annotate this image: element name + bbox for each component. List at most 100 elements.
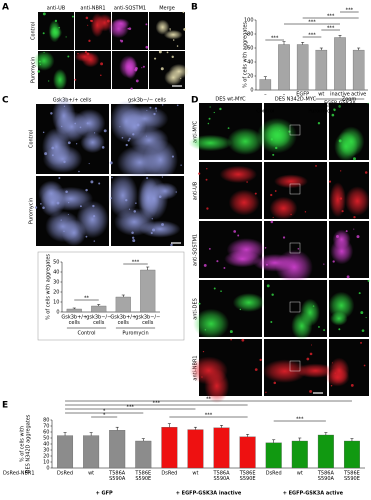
y-axis-label: % of cells with aggregates — [243, 22, 249, 88]
speck — [176, 104, 179, 107]
y-tick-label: 30 — [53, 280, 59, 286]
x-tick-label: cells — [69, 320, 81, 326]
y-tick-label: 20 — [247, 74, 253, 80]
speck — [341, 210, 344, 213]
x-tick-label: EGFP — [296, 92, 309, 98]
speck — [128, 208, 131, 210]
speck — [109, 161, 113, 165]
speck — [340, 170, 342, 172]
speck — [61, 125, 63, 128]
row-label: anti-MYC — [193, 121, 199, 143]
group-label: Puromycin — [308, 109, 334, 115]
cell — [262, 359, 307, 383]
speck — [88, 163, 90, 165]
x-tick-label: cells — [93, 320, 105, 326]
bar — [317, 434, 334, 469]
speck — [37, 70, 41, 73]
bar — [213, 427, 230, 469]
bar — [135, 440, 152, 469]
bar — [115, 296, 131, 313]
y-tick-label: 60 — [43, 430, 49, 436]
speck — [265, 391, 267, 394]
speck — [360, 311, 364, 315]
speck — [146, 135, 148, 137]
x-tick-label: S590A — [213, 476, 230, 482]
cell — [330, 311, 348, 326]
speck — [312, 305, 315, 307]
cell — [269, 196, 298, 220]
speck — [254, 192, 257, 195]
significance-label: *** — [127, 405, 135, 411]
cell — [228, 189, 260, 216]
speck — [161, 104, 164, 106]
speck — [154, 107, 158, 110]
speck — [170, 243, 173, 247]
cell — [108, 19, 129, 39]
speck — [203, 263, 207, 267]
speck — [318, 326, 320, 328]
speck — [239, 308, 242, 311]
speck — [71, 15, 74, 18]
speck — [315, 164, 317, 167]
y-tick-label: 10 — [43, 460, 49, 466]
speck — [331, 362, 333, 364]
column-header: Gsk3b+/+ cells — [53, 98, 92, 104]
speck — [264, 247, 267, 249]
speck — [146, 176, 149, 180]
cell — [164, 69, 183, 86]
speck — [77, 52, 79, 55]
speck — [265, 263, 268, 266]
speck — [180, 164, 182, 166]
bar — [343, 440, 360, 469]
x-tick-label: DsRed — [266, 471, 282, 477]
speck — [44, 152, 48, 156]
cell — [332, 229, 351, 250]
row-label: Puromycin — [31, 57, 37, 83]
speck — [101, 146, 105, 149]
bar — [259, 79, 272, 91]
speck — [259, 358, 262, 362]
speck — [323, 329, 326, 332]
cell — [204, 368, 230, 404]
significance-label: ** — [206, 397, 212, 403]
speck — [272, 216, 274, 219]
speck — [209, 106, 211, 108]
speck — [336, 235, 339, 238]
speck — [100, 74, 102, 77]
speck — [90, 19, 94, 23]
x-tick-label: S590E — [344, 476, 360, 482]
speck — [358, 292, 361, 295]
speck — [166, 51, 169, 54]
bar — [109, 430, 126, 469]
speck — [201, 376, 203, 378]
y-tick-label: 0 — [56, 310, 59, 316]
speck — [272, 153, 275, 156]
cell — [227, 127, 264, 155]
group-label: EGFP-GSK3A — [324, 101, 356, 107]
speck — [333, 108, 336, 112]
speck — [93, 215, 96, 218]
row-label: Control — [31, 22, 37, 40]
column-header: DES wt-MYC — [215, 97, 246, 103]
speck — [204, 329, 207, 331]
speck — [230, 338, 232, 341]
bar — [352, 49, 365, 91]
speck — [155, 110, 157, 112]
series-label: + EGFP-GSK3A inactive — [176, 491, 242, 497]
speck — [352, 157, 356, 161]
x-tick-label: S590A — [109, 476, 126, 482]
speck — [270, 320, 273, 323]
cell — [76, 200, 109, 239]
speck — [94, 132, 96, 134]
zoom-box — [289, 242, 301, 254]
significance-label: *** — [346, 8, 354, 14]
speck — [161, 176, 164, 178]
speck — [120, 39, 124, 43]
speck — [121, 136, 124, 139]
y-tick-label: 40 — [247, 60, 253, 66]
speck — [158, 195, 162, 199]
x-tick-label: – — [283, 92, 286, 98]
speck — [130, 87, 133, 90]
